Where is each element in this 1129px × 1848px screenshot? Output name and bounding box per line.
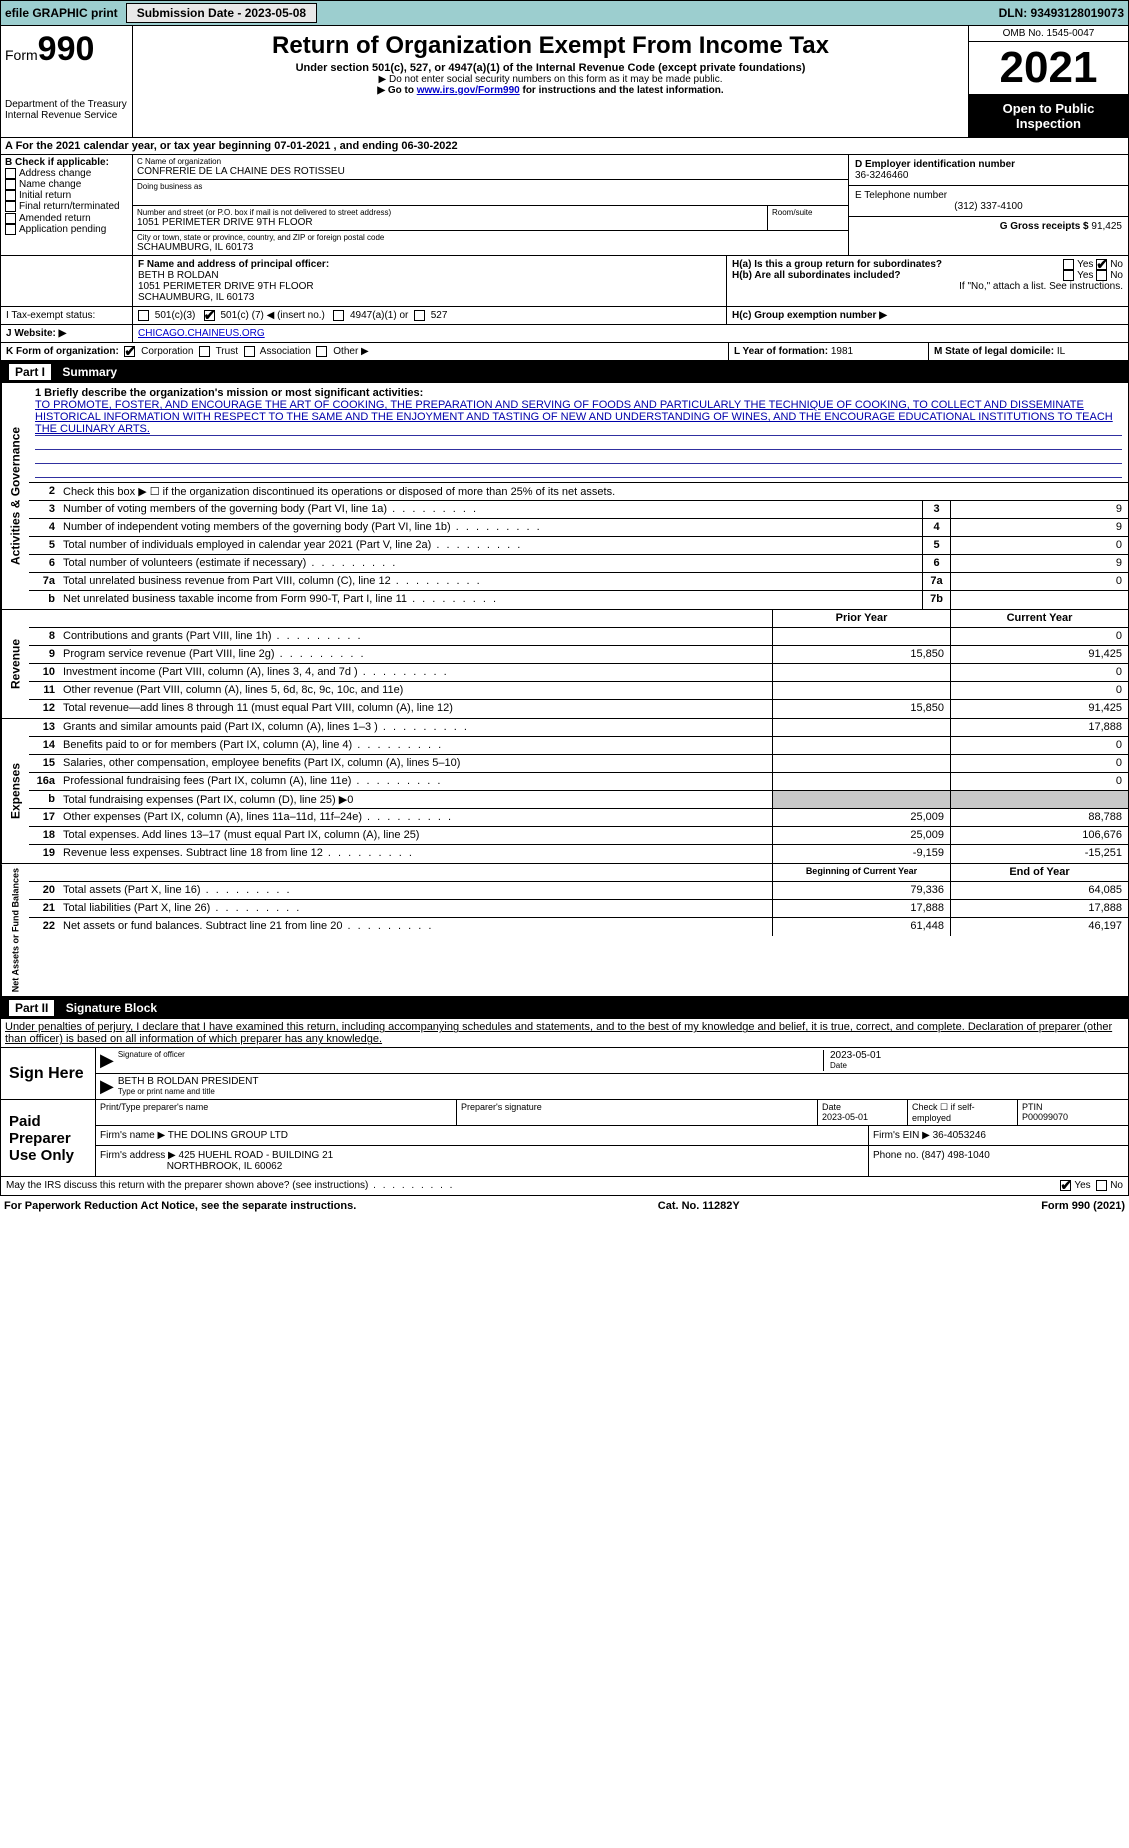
checkbox-amended[interactable] — [5, 213, 16, 224]
klm-row: K Form of organization: Corporation Trus… — [0, 343, 1129, 361]
section-de: D Employer identification number 36-3246… — [848, 155, 1128, 255]
checkbox-ha-yes[interactable] — [1063, 259, 1074, 270]
expenses-section: Expenses 13Grants and similar amounts pa… — [0, 719, 1129, 864]
checkbox-hb-yes[interactable] — [1063, 270, 1074, 281]
arrow-icon: ▶ — [100, 1076, 114, 1097]
checkbox-assoc[interactable] — [244, 346, 255, 357]
footer: For Paperwork Reduction Act Notice, see … — [0, 1196, 1129, 1216]
form-number: 990 — [38, 30, 95, 68]
checkbox-hb-no[interactable] — [1096, 270, 1107, 281]
tax-year: 2021 — [969, 42, 1128, 95]
dln-label: DLN: 93493128019073 — [999, 6, 1124, 20]
note-link: ▶ Go to www.irs.gov/Form990 for instruct… — [137, 85, 964, 96]
header-center: Return of Organization Exempt From Incom… — [133, 26, 968, 137]
val-6: 9 — [950, 555, 1128, 572]
mission-block: 1 Briefly describe the organization's mi… — [29, 383, 1128, 483]
checkbox-501c3[interactable] — [138, 310, 149, 321]
irs-label: Internal Revenue Service — [5, 110, 128, 121]
tax-period-row: A For the 2021 calendar year, or tax yea… — [0, 138, 1129, 155]
part1-header: Part I Summary — [0, 361, 1129, 383]
checkbox-ha-no[interactable] — [1096, 259, 1107, 270]
efile-label: efile GRAPHIC print — [5, 6, 118, 20]
revenue-section: Revenue Prior YearCurrent Year 8Contribu… — [0, 610, 1129, 719]
part2-header: Part II Signature Block — [0, 997, 1129, 1019]
net-assets-section: Net Assets or Fund Balances Beginning of… — [0, 864, 1129, 997]
form-title: Return of Organization Exempt From Incom… — [137, 32, 964, 60]
header-right: OMB No. 1545-0047 2021 Open to Public In… — [968, 26, 1128, 137]
note-ssn: ▶ Do not enter social security numbers o… — [137, 74, 964, 85]
j-row: J Website: ▶ CHICAGO.CHAINEUS.ORG — [0, 325, 1129, 343]
main-info-block: B Check if applicable: Address change Na… — [0, 155, 1129, 256]
ein: 36-3246460 — [855, 170, 908, 181]
section-b: B Check if applicable: Address change Na… — [1, 155, 133, 255]
form-header: Form990 Department of the Treasury Inter… — [0, 26, 1129, 138]
checkbox-address-change[interactable] — [5, 168, 16, 179]
perjury-statement: Under penalties of perjury, I declare th… — [0, 1019, 1129, 1048]
arrow-icon: ▶ — [100, 1050, 114, 1071]
checkbox-discuss-yes[interactable] — [1060, 1180, 1071, 1191]
website-link[interactable]: CHICAGO.CHAINEUS.ORG — [138, 328, 265, 339]
i-row: I Tax-exempt status: 501(c)(3) 501(c) (7… — [0, 307, 1129, 325]
form-label: Form — [5, 47, 38, 63]
form-subtitle: Under section 501(c), 527, or 4947(a)(1)… — [137, 62, 964, 74]
checkbox-initial-return[interactable] — [5, 190, 16, 201]
org-name: CONFRERIE DE LA CHAINE DES ROTISSEU — [137, 166, 844, 177]
gross-receipts: 91,425 — [1091, 221, 1122, 232]
val-3: 9 — [950, 501, 1128, 518]
submission-date-button[interactable]: Submission Date - 2023-05-08 — [126, 3, 317, 23]
open-to-public: Open to Public Inspection — [969, 95, 1128, 137]
checkbox-final-return[interactable] — [5, 201, 16, 212]
efile-topbar: efile GRAPHIC print Submission Date - 20… — [0, 0, 1129, 26]
checkbox-corp[interactable] — [124, 346, 135, 357]
mission-text: TO PROMOTE, FOSTER, AND ENCOURAGE THE AR… — [35, 399, 1122, 436]
checkbox-other[interactable] — [316, 346, 327, 357]
checkbox-501c[interactable] — [204, 310, 215, 321]
checkbox-trust[interactable] — [199, 346, 210, 357]
val-7b — [950, 591, 1128, 609]
telephone: (312) 337-4100 — [855, 201, 1122, 212]
val-7a: 0 — [950, 573, 1128, 590]
org-city: SCHAUMBURG, IL 60173 — [137, 242, 844, 253]
org-street: 1051 PERIMETER DRIVE 9TH FLOOR — [137, 217, 763, 228]
checkbox-name-change[interactable] — [5, 179, 16, 190]
omb-number: OMB No. 1545-0047 — [969, 26, 1128, 42]
dept-label: Department of the Treasury — [5, 99, 128, 110]
checkbox-application[interactable] — [5, 224, 16, 235]
header-left: Form990 Department of the Treasury Inter… — [1, 26, 133, 137]
checkbox-4947[interactable] — [333, 310, 344, 321]
checkbox-discuss-no[interactable] — [1096, 1180, 1107, 1191]
irs-link[interactable]: www.irs.gov/Form990 — [417, 85, 520, 96]
governance-section: Activities & Governance 1 Briefly descri… — [0, 383, 1129, 610]
paid-preparer-block: Paid Preparer Use Only Print/Type prepar… — [0, 1100, 1129, 1177]
checkbox-527[interactable] — [414, 310, 425, 321]
val-5: 0 — [950, 537, 1128, 554]
discuss-row: May the IRS discuss this return with the… — [0, 1177, 1129, 1195]
section-c: C Name of organization CONFRERIE DE LA C… — [133, 155, 848, 255]
sign-here-block: Sign Here ▶ Signature of officer 2023-05… — [0, 1048, 1129, 1100]
fh-row: F Name and address of principal officer:… — [0, 256, 1129, 307]
val-4: 9 — [950, 519, 1128, 536]
